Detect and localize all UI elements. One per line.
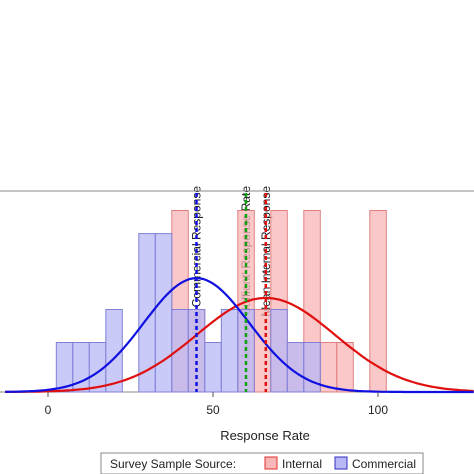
bar-commercial-6 [171, 309, 189, 393]
x-tick-label-2: 100 [368, 403, 388, 417]
bar-internal-3 [253, 309, 272, 393]
bar-internal-8 [336, 342, 354, 393]
legend-label-commercial: Commercial [352, 457, 416, 471]
bar-internal-9 [369, 210, 387, 393]
bar-commercial-8 [204, 342, 222, 393]
bar-commercial-11 [270, 309, 288, 393]
legend: Survey Sample Source: Internal Commercia… [100, 452, 424, 474]
bar-commercial-9 [220, 309, 239, 393]
density-curve-commercial [5, 276, 474, 394]
reference-lines [195, 193, 268, 392]
legend-swatch-commercial [334, 456, 348, 470]
legend-swatch-internal [264, 456, 278, 470]
histogram-bars [55, 210, 387, 393]
density-curves [5, 276, 474, 394]
x-tick-label-0: 0 [45, 403, 52, 417]
legend-label-internal: Internal [282, 457, 322, 471]
x-axis-title: Response Rate [220, 428, 310, 443]
x-axis-ticks: 0 50 100 [45, 392, 388, 417]
density-curve-internal [5, 296, 474, 393]
x-tick-label-1: 50 [206, 403, 220, 417]
legend-title: Survey Sample Source: [110, 457, 236, 471]
bar-commercial-5 [154, 233, 173, 393]
